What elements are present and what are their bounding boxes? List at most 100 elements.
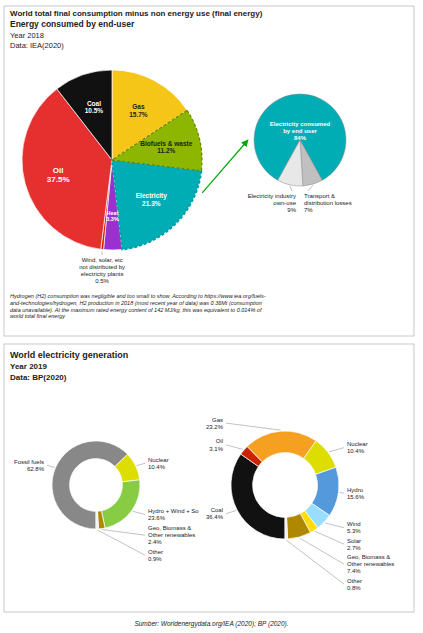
footnote-line: Hydrogen (H2) consumption was negligible…	[10, 293, 266, 299]
slice-label-line: 11.2%	[157, 147, 175, 154]
slice-label-line: distribution losses	[304, 200, 352, 206]
slice-label: Biofuels & waste11.2%	[140, 140, 192, 154]
leader-line	[102, 529, 145, 535]
slice-label: Geo, Biomass &Other renewables2.4%	[148, 525, 195, 545]
leader-line	[226, 423, 281, 430]
slice-label-line: 15.6%	[347, 494, 365, 500]
leader-line	[340, 492, 344, 494]
figure: World total final consumption minus non …	[0, 0, 423, 633]
slice-label: Coal10.5%	[85, 100, 104, 114]
slice-label-line: Gas	[132, 103, 145, 110]
slice-label: Hydro15.6%	[347, 487, 365, 500]
slice-label: Other0.8%	[347, 578, 362, 591]
leader-line	[132, 511, 145, 514]
slice-label-line: Coal	[87, 100, 101, 107]
annotation-line: Year 2019	[10, 362, 47, 371]
leader-line	[325, 523, 344, 528]
slice-label-line: 2.7%	[347, 545, 361, 551]
slice-label-line: Electricity industry	[248, 193, 296, 199]
footnote-line: data unavailable). At the maximum rated …	[10, 307, 262, 313]
wedge	[57, 70, 112, 160]
slice-label: Gas23.2%	[206, 417, 224, 430]
background	[0, 0, 423, 633]
slice-label-line: 36.4%	[206, 514, 224, 520]
slice-label-line: 2.4%	[148, 539, 162, 545]
slice-label-line: Geo, Biomass &	[347, 554, 390, 560]
slice-label-line: 9%	[287, 207, 296, 213]
slice-label-line: Other renewables	[148, 532, 195, 538]
pie-chart: Electricity consumedby end user84% Transp…	[248, 94, 352, 213]
slice-label-line: Transport &	[304, 193, 335, 199]
subtitle: Energy consumed by end-user	[10, 19, 135, 29]
slice-label: Wind, solar, etcnot distributed byelectr…	[79, 257, 125, 284]
slice-label: Geo, Biomass &Other renewables7.4%	[347, 554, 394, 574]
slice-label-line: Nuclear	[347, 441, 368, 447]
source: Sumber: Worldenergydata.org/IEA (2020); …	[134, 620, 288, 628]
slice-label-line: own-use	[273, 200, 296, 206]
slice-label-line: Geo, Biomass &	[148, 525, 191, 531]
slice-label-line: 10.5%	[85, 107, 104, 114]
leader-line	[308, 185, 313, 191]
annotation: Year 2018	[10, 31, 44, 40]
slice-label-line: 10.4%	[347, 448, 365, 454]
wedge	[231, 454, 285, 539]
annotation-line: Data: BP(2020)	[10, 373, 67, 382]
connector-arrow	[202, 140, 248, 193]
slice-label: Other0.9%	[148, 549, 163, 562]
panel-frame	[4, 6, 414, 336]
pie-chart: Gas15.7% Biofuels & waste11.2% Electricity…	[22, 70, 202, 284]
footnote-line: world total final energy	[10, 313, 66, 319]
leader-line	[137, 463, 145, 465]
slice-label-line: Hydro + Wind + So	[148, 508, 199, 514]
donut-chart: Nuclear10.4% Hydro15.6% Wind5.3% Solar2.7% G…	[206, 417, 394, 591]
wedge	[285, 517, 288, 539]
slice-label: Oil37.5%	[47, 166, 70, 184]
slice-label: Hydro + Wind + So23.6%	[148, 508, 199, 521]
leader-line	[226, 445, 243, 450]
slice-label-line: Fossil fuels	[14, 459, 44, 465]
subtitle-line: Energy consumed by end-user	[10, 19, 135, 29]
leader-line	[97, 530, 145, 555]
slice-label: Wind5.3%	[347, 521, 361, 534]
slice-label-line: 0.9%	[148, 556, 162, 562]
slice-label-line: not distributed by	[79, 264, 125, 270]
wedges	[231, 431, 339, 539]
slice-label-line: Heat	[107, 210, 119, 216]
wedge	[112, 110, 202, 170]
title: World electricity generation	[10, 350, 128, 360]
slice-label-line: 7%	[304, 207, 313, 213]
slice-label: Electricity21.3%	[136, 192, 167, 206]
slice-label-line: 5.3%	[347, 528, 361, 534]
slice-label-line: 15.7%	[129, 111, 148, 118]
labels: Electricity consumedby end user84% Transp…	[248, 121, 352, 213]
annotation: Data: IEA(2020)	[10, 41, 64, 50]
wedge	[300, 140, 322, 186]
slice-label-line: Nuclear	[148, 457, 169, 463]
slice-label: Coal36.4%	[206, 507, 224, 520]
slice-label-line: Other	[347, 578, 362, 584]
slice-label-line: 0.8%	[347, 585, 361, 591]
wedges	[254, 94, 346, 186]
wedges	[52, 441, 140, 529]
slice-label: Nuclear10.4%	[347, 441, 368, 454]
slice-label-line: Other	[148, 549, 163, 555]
slice-label-line: 62.8%	[27, 466, 45, 472]
slice-label-line: Wind, solar, etc	[82, 257, 123, 263]
slice-label: Electricity consumedby end user84%	[270, 121, 331, 141]
annotation-line: Year 2018	[10, 31, 44, 40]
slice-label: Gas15.7%	[129, 103, 148, 117]
footnote: Hydrogen (H2) consumption was negligible…	[10, 293, 266, 319]
slice-label-line: Wind	[347, 521, 361, 527]
slice-label: Fossil fuels62.8%	[14, 459, 45, 472]
slice-label: Electricity industryown-use9%	[248, 193, 297, 213]
slice-label-line: Solar	[347, 538, 361, 544]
slice-label: Solar2.7%	[347, 538, 361, 551]
title-line: World electricity generation	[10, 350, 128, 360]
panel-frame	[4, 344, 414, 612]
slice-label-line: 0.5%	[95, 278, 109, 284]
slice-label-line: by end user	[283, 128, 317, 134]
slice-label: Transport &distribution losses7%	[304, 193, 352, 213]
leader-line	[315, 531, 344, 544]
slice-label: Nuclear10.4%	[148, 457, 169, 470]
slice-label-line: Biofuels & waste	[140, 140, 192, 147]
